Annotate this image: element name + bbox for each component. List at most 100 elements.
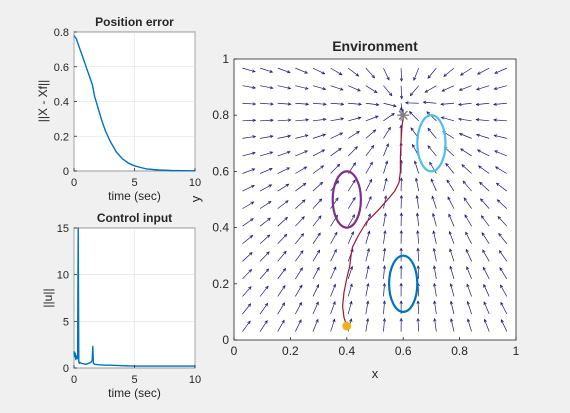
field-arrowhead <box>365 317 370 322</box>
field-arrowhead <box>250 218 254 222</box>
y-tick-label: 10 <box>57 270 69 282</box>
field-arrow <box>259 67 273 73</box>
field-arrowhead <box>415 212 420 217</box>
field-arrowhead <box>458 132 463 136</box>
x-tick-label: 0.4 <box>338 344 355 358</box>
field-arrow <box>277 234 287 244</box>
field-arrowhead <box>383 212 387 217</box>
field-arrowhead <box>285 183 290 187</box>
field-arrowhead <box>449 300 454 305</box>
field-arrow <box>347 283 353 297</box>
field-arrowhead <box>357 88 361 92</box>
field-arrowhead <box>399 247 403 252</box>
field-arrow <box>383 113 395 122</box>
field-arrowhead <box>482 266 486 271</box>
field-arrow <box>433 283 437 297</box>
field-arrow <box>347 197 356 209</box>
field-arrow <box>383 213 387 227</box>
field-arrow <box>312 267 320 280</box>
position-error-xlabel: time (sec) <box>108 189 161 203</box>
field-arrowhead <box>480 198 484 202</box>
field-arrow <box>330 85 344 91</box>
field-arrowhead <box>268 184 273 188</box>
field-arrowhead <box>338 147 342 152</box>
field-arrowhead <box>304 86 309 90</box>
field-arrow <box>440 102 454 105</box>
field-arrow <box>312 302 319 315</box>
field-arrow <box>476 85 490 90</box>
field-arrowhead <box>432 230 436 235</box>
field-arrowhead <box>321 149 326 153</box>
field-arrow <box>499 250 508 262</box>
environment-axes: 0 0.2 0.4 0.6 0.8 100.20.40.60.81 Environment… <box>188 38 520 381</box>
field-arrow <box>259 201 272 209</box>
field-arrow <box>480 198 490 209</box>
y-tick-label: 0.8 <box>212 108 229 122</box>
field-arrowhead <box>494 150 498 154</box>
field-arrowhead <box>493 102 497 106</box>
field-arrowhead <box>248 286 252 290</box>
y-tick-label: 0.8 <box>54 27 69 39</box>
field-arrowhead <box>499 267 503 271</box>
field-arrowhead <box>336 163 341 168</box>
x-tick-label: 10 <box>189 374 201 386</box>
field-arrowhead <box>334 231 338 236</box>
field-arrow <box>242 152 256 157</box>
field-arrow <box>500 319 508 332</box>
field-arrowhead <box>247 320 251 325</box>
field-arrow <box>330 232 338 244</box>
field-arrow <box>277 135 291 139</box>
field-arrow <box>466 284 472 297</box>
field-arrowhead <box>413 77 417 81</box>
field-arrowhead <box>252 85 257 90</box>
field-arrowhead <box>265 268 270 273</box>
field-arrowhead <box>304 134 309 138</box>
field-arrowhead <box>367 230 371 235</box>
error-series-line <box>73 35 196 172</box>
position-error-title: Position error <box>95 15 174 29</box>
field-arrowhead <box>500 284 504 289</box>
field-arrow <box>441 85 455 92</box>
field-arrowhead <box>315 301 319 306</box>
field-arrowhead <box>269 167 273 171</box>
field-arrow <box>434 301 437 315</box>
field-arrow <box>383 160 388 174</box>
position-error-ylabel: ||X - Xf|| <box>36 80 50 122</box>
field-arrowhead <box>252 151 256 155</box>
field-arrowhead <box>251 185 255 188</box>
field-arrow <box>312 102 326 105</box>
field-arrowhead <box>500 319 504 323</box>
field-arrow <box>481 232 490 244</box>
field-arrowhead <box>366 265 370 270</box>
field-arrow <box>277 167 290 174</box>
field-arrow <box>417 318 420 332</box>
field-arrowhead <box>315 318 319 323</box>
field-arrow <box>347 266 353 279</box>
field-arrowhead <box>304 70 309 74</box>
field-arrow <box>413 68 420 81</box>
field-arrow <box>312 118 326 122</box>
field-arrowhead <box>427 127 431 132</box>
field-arrowhead <box>387 126 391 131</box>
field-arrow <box>277 183 289 192</box>
field-arrow <box>312 134 326 139</box>
field-arrowhead <box>251 69 256 73</box>
field-arrowhead <box>283 250 287 255</box>
field-arrow <box>242 102 256 105</box>
field-arrow <box>465 232 472 244</box>
field-arrow <box>277 285 286 297</box>
field-arrowhead <box>300 250 304 254</box>
field-arrowhead <box>269 151 274 155</box>
obstacle-ellipse-1 <box>331 170 362 229</box>
field-arrow <box>295 267 303 280</box>
field-arrowhead <box>352 179 356 184</box>
field-arrow <box>365 145 374 157</box>
field-arrowhead <box>351 214 355 218</box>
field-arrowhead <box>286 150 291 155</box>
field-arrow <box>427 128 437 139</box>
field-arrowhead <box>382 282 386 287</box>
control-series-line <box>73 227 195 367</box>
field-arrowhead <box>391 113 395 117</box>
field-arrow <box>277 251 287 262</box>
field-arrow <box>496 182 508 192</box>
